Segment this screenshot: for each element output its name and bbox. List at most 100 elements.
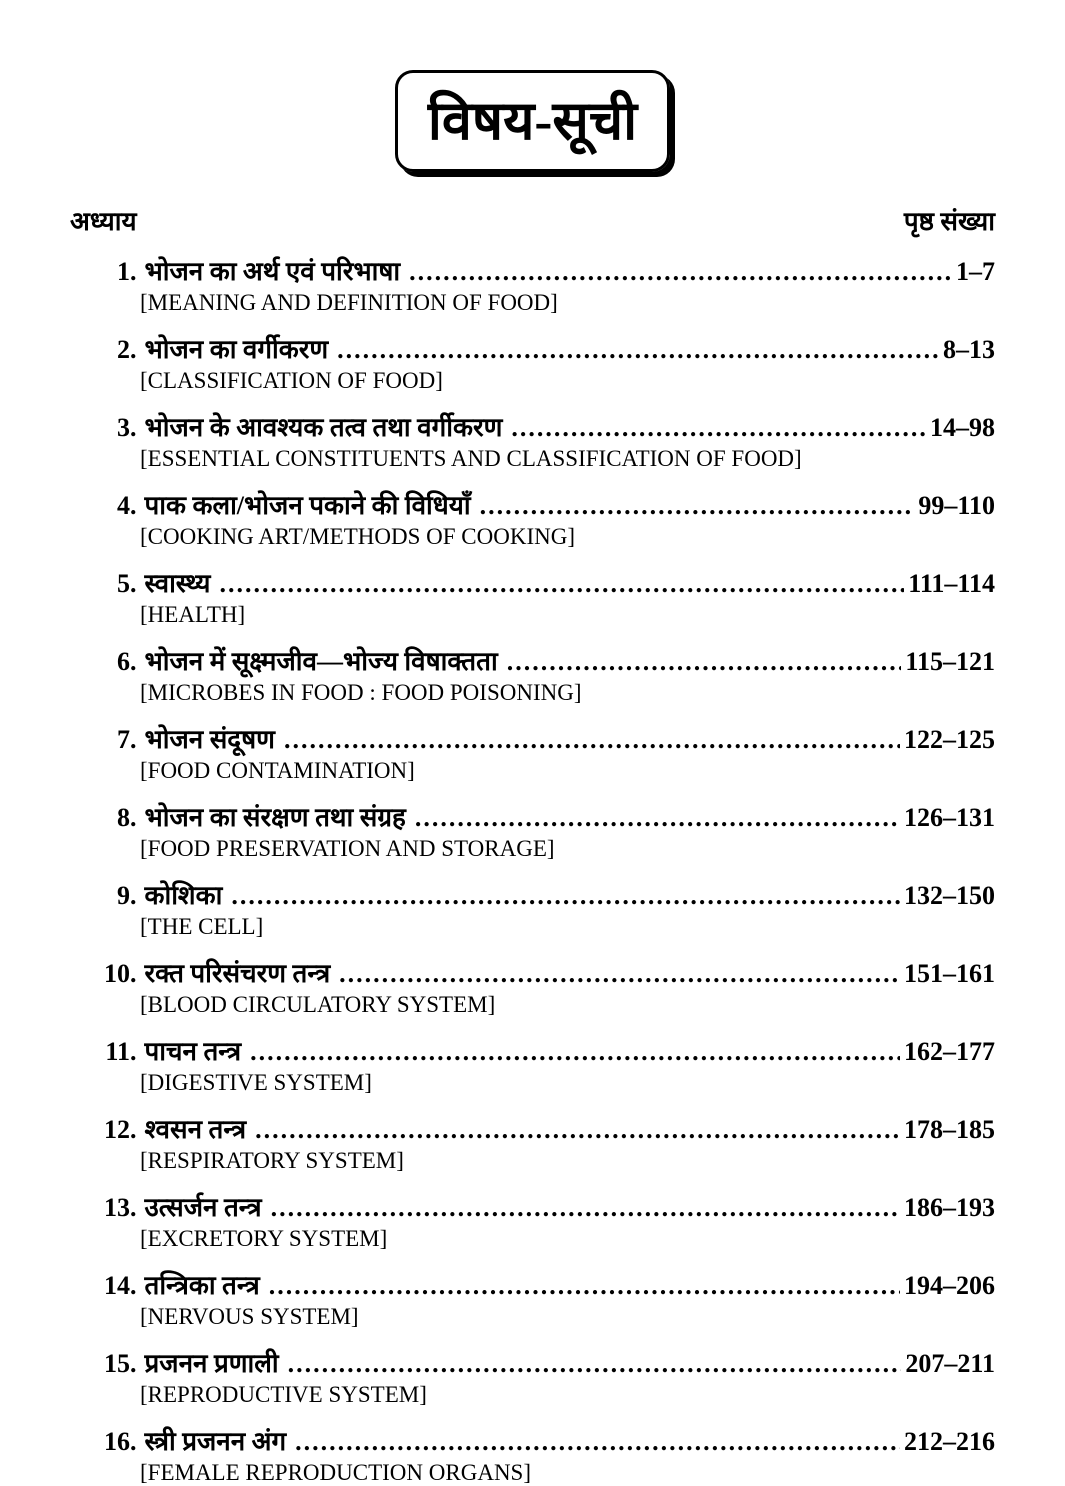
page-range: 115–121 (905, 647, 995, 677)
toc-header-row: अध्याय पृष्ठ संख्या (70, 202, 995, 238)
chapter-number-dot: . (130, 1037, 137, 1067)
header-chapter: अध्याय (70, 202, 137, 238)
page-range: 111–114 (908, 569, 995, 599)
chapter-title-hindi: उत्सर्जन तन्त्र (145, 1188, 262, 1224)
chapter-title-english: [COOKING ART/METHODS OF COOKING] (70, 524, 995, 550)
page-range: 1–7 (956, 257, 995, 287)
chapter-number-dot: . (130, 803, 137, 833)
chapter-number: 5 (70, 569, 130, 599)
page-range: 212–216 (904, 1427, 995, 1457)
toc-entry-line: 13. उत्सर्जन तन्त्र 186–193 (70, 1188, 995, 1224)
chapter-title-hindi: स्त्री प्रजनन अंग (145, 1422, 287, 1458)
chapter-title-hindi: स्वास्थ्य (145, 564, 211, 600)
toc-entry-line: 1.भोजन का अर्थ एवं परिभाषा1–7 (70, 252, 995, 288)
leader-dots (334, 335, 939, 365)
chapter-number-dot: . (130, 725, 137, 755)
chapter-title-english: [THE CELL] (70, 914, 995, 940)
chapter-title-english: [FOOD CONTAMINATION] (70, 758, 995, 784)
page-title-box: विषय-सूची (395, 70, 670, 172)
leader-dots (266, 1271, 900, 1301)
chapter-number: 6 (70, 647, 130, 677)
toc-item: 10.रक्त परिसंचरण तन्त्र151–161[BLOOD CIR… (70, 954, 995, 1018)
chapter-title-hindi: भोजन का अर्थ एवं परिभाषा (145, 252, 401, 288)
chapter-number: 1 (70, 257, 130, 287)
toc-entry-line: 11.पाचन तन्त्र162–177 (70, 1032, 995, 1068)
chapter-number: 3 (70, 413, 130, 443)
chapter-title-hindi: भोजन का वर्गीकरण (145, 330, 329, 366)
toc-entry-line: 4.पाक कला/भोजन पकाने की विधियाँ99–110 (70, 486, 995, 522)
chapter-number: 15 (70, 1349, 130, 1379)
leader-dots (247, 1037, 900, 1067)
toc-entry-line: 12.श्वसन तन्त्र178–185 (70, 1110, 995, 1146)
toc-item: 12.श्वसन तन्त्र178–185[RESPIRATORY SYSTE… (70, 1110, 995, 1174)
page-range: 151–161 (904, 959, 995, 989)
chapter-title-hindi: भोजन का संरक्षण तथा संग्रह (145, 798, 406, 834)
page-range: 178–185 (904, 1115, 995, 1145)
toc-entry-line: 9.कोशिका132–150 (70, 876, 995, 912)
chapter-number: 2 (70, 335, 130, 365)
page-range: 132–150 (904, 881, 995, 911)
chapter-number-dot: . (130, 647, 137, 677)
toc-item: 16.स्त्री प्रजनन अंग212–216[FEMALE REPRO… (70, 1422, 995, 1486)
chapter-number-dot: . (130, 335, 137, 365)
chapter-title-hindi: श्वसन तन्त्र (145, 1110, 247, 1146)
toc-item: 13. उत्सर्जन तन्त्र 186–193 [EXCRETORY SYST… (70, 1188, 995, 1252)
toc-entry-line: 7.भोजन संदूषण122–125 (70, 720, 995, 756)
page-range: 126–131 (904, 803, 995, 833)
page-range: 99–110 (918, 491, 995, 521)
chapter-title-english: [HEALTH] (70, 602, 995, 628)
chapter-number: 8 (70, 803, 130, 833)
chapter-title-english: [NERVOUS SYSTEM] (70, 1304, 995, 1330)
chapter-number: 9 (70, 881, 130, 911)
toc-item: 6.भोजन में सूक्ष्मजीव—भोज्य विषाक्तता115… (70, 642, 995, 706)
toc-item: 8.भोजन का संरक्षण तथा संग्रह126–131[FOOD… (70, 798, 995, 862)
chapter-number-dot: . (130, 491, 137, 521)
chapter-number: 10 (70, 959, 130, 989)
leader-dots (292, 1427, 900, 1457)
toc-entry-line: 14.तन्त्रिका तन्त्र194–206 (70, 1266, 995, 1302)
toc-item: 9.कोशिका132–150[THE CELL] (70, 876, 995, 940)
chapter-number-dot: . (130, 1271, 137, 1301)
chapter-title-hindi: भोजन संदूषण (145, 720, 275, 756)
toc-item: 7.भोजन संदूषण122–125[FOOD CONTAMINATION] (70, 720, 995, 784)
chapter-number: 13 (70, 1193, 130, 1223)
chapter-number-dot: . (130, 1115, 137, 1145)
toc-item: 4.पाक कला/भोजन पकाने की विधियाँ99–110[CO… (70, 486, 995, 550)
page-range: 14–98 (930, 413, 995, 443)
leader-dots (281, 725, 900, 755)
chapter-title-english: [FEMALE REPRODUCTION ORGANS] (70, 1460, 995, 1486)
chapter-number-dot: . (130, 569, 137, 599)
page-range: 162–177 (904, 1037, 995, 1067)
toc-entry-line: 15.प्रजनन प्रणाली207–211 (70, 1344, 995, 1380)
page-range: 186–193 (904, 1193, 995, 1223)
toc-entry-line: 6.भोजन में सूक्ष्मजीव—भोज्य विषाक्तता115… (70, 642, 995, 678)
toc-entry-line: 8. भोजन का संरक्षण तथा संग्रह 126–131 (70, 798, 995, 834)
toc-item: 3.भोजन के आवश्यक तत्व तथा वर्गीकरण14–98[… (70, 408, 995, 472)
toc-list: 1. भोजन का अर्थ एवं परिभाषा 1–7 [MEANING AN… (70, 252, 995, 1486)
page-range: 8–13 (943, 335, 995, 365)
chapter-number: 14 (70, 1271, 130, 1301)
page-range: 194–206 (904, 1271, 995, 1301)
chapter-number-dot: . (130, 1193, 137, 1223)
leader-dots (228, 881, 900, 911)
header-page-number: पृष्ठ संख्या (904, 202, 995, 238)
chapter-title-hindi: रक्त परिसंचरण तन्त्र (145, 954, 331, 990)
leader-dots (336, 959, 900, 989)
leader-dots (412, 803, 900, 833)
toc-entry-line: 10.रक्त परिसंचरण तन्त्र151–161 (70, 954, 995, 990)
chapter-title-english: [EXCRETORY SYSTEM] (70, 1226, 995, 1252)
chapter-title-english: [CLASSIFICATION OF FOOD] (70, 368, 995, 394)
leader-dots (285, 1349, 902, 1379)
chapter-title-english: [BLOOD CIRCULATORY SYSTEM] (70, 992, 995, 1018)
page-range: 122–125 (904, 725, 995, 755)
chapter-title-english: [MEANING AND DEFINITION OF FOOD] (70, 290, 995, 316)
leader-dots (477, 491, 915, 521)
leader-dots (504, 647, 902, 677)
leader-dots (268, 1193, 900, 1223)
toc-entry-line: 5. स्वास्थ्य 111–114 (70, 564, 995, 600)
toc-entry-line: 3.भोजन के आवश्यक तत्व तथा वर्गीकरण14–98 (70, 408, 995, 444)
chapter-title-hindi: पाक कला/भोजन पकाने की विधियाँ (145, 486, 471, 522)
toc-item: 11.पाचन तन्त्र162–177[DIGESTIVE SYSTEM] (70, 1032, 995, 1096)
toc-item: 14.तन्त्रिका तन्त्र194–206[NERVOUS SYSTE… (70, 1266, 995, 1330)
chapter-title-hindi: कोशिका (145, 876, 223, 912)
